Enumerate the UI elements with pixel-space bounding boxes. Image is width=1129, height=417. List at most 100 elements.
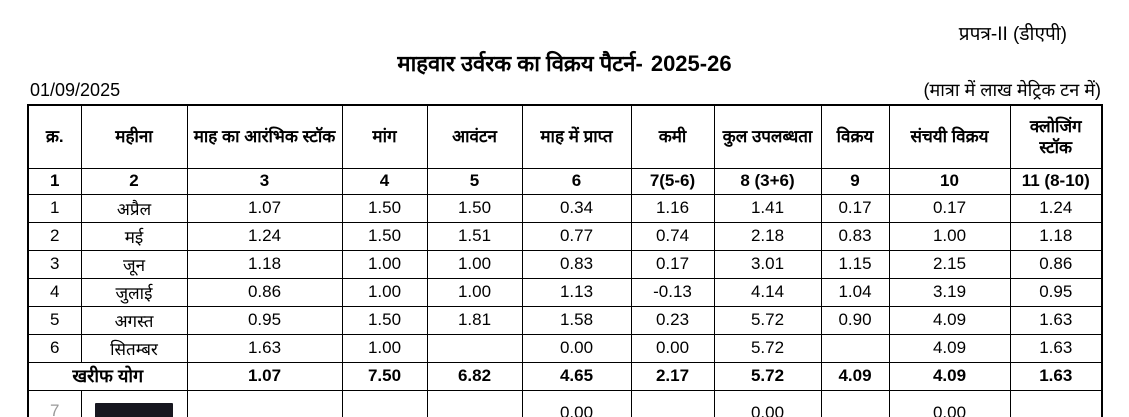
- table-cell: 1.00: [426, 277, 523, 307]
- table-cell: 3.01: [713, 249, 822, 279]
- kharif-total-cell: 7.50: [341, 361, 428, 391]
- table-cell: 2.15: [888, 249, 1011, 279]
- column-number-row: 1 2 3 4 5 6 7(5-6) 8 (3+6) 9 10 11 (8-10): [27, 167, 1103, 195]
- table-cell: सितम्बर: [80, 333, 188, 363]
- report-date: 01/09/2025: [30, 80, 121, 100]
- table-cell: 1.18: [1009, 221, 1103, 251]
- kharif-total-cell: 1.07: [186, 361, 343, 391]
- table-cell: मई: [80, 221, 188, 251]
- table-cell: 1.00: [341, 333, 428, 363]
- column-header: माह का आरंभिक स्टॉक: [186, 104, 343, 169]
- table-cell: -0.13: [630, 277, 715, 307]
- table-cell: 4: [27, 277, 82, 307]
- table-cell: 1: [27, 193, 82, 223]
- column-header: संचयी विक्रय: [888, 104, 1011, 169]
- partial-row-cell: 0.00: [521, 389, 632, 417]
- table-cell: 4.09: [888, 333, 1011, 363]
- table-cell: 0.74: [630, 221, 715, 251]
- column-number: 2: [80, 167, 188, 195]
- table-cell: 1.50: [426, 193, 523, 223]
- table-cell: 0.17: [820, 193, 890, 223]
- kharif-total-row: खरीफ योग 1.07 7.50 6.82 4.65 2.17 5.72 4.09 4.09…: [27, 361, 1103, 391]
- kharif-total-cell: 4.09: [888, 361, 1011, 391]
- unit-note: (मात्रा में लाख मेट्रिक टन में): [923, 80, 1101, 100]
- form-label: प्रपत्र-II (डीएपी): [958, 24, 1067, 45]
- table-cell: 1.18: [186, 249, 343, 279]
- table-cell: 1.51: [426, 221, 523, 251]
- table-row: 2 मई 1.24 1.50 1.51 0.77 0.74 2.18 0.83 1.00 1.18: [27, 221, 1103, 251]
- column-number: 11 (8-10): [1009, 167, 1103, 195]
- selection-highlight: [95, 403, 173, 417]
- column-header: मांग: [341, 104, 428, 169]
- kharif-total-cell: 1.63: [1009, 361, 1103, 391]
- table-cell: [820, 333, 890, 363]
- partial-row-cell: 0.00: [713, 389, 822, 417]
- table-row: 1 अप्रैल 1.07 1.50 1.50 0.34 1.16 1.41 0.17 0.17 1…: [27, 193, 1103, 223]
- table-cell: 4.14: [713, 277, 822, 307]
- table-cell: 1.04: [820, 277, 890, 307]
- table-cell: 5: [27, 305, 82, 335]
- partial-row-cell: [186, 389, 343, 417]
- table-cell: 1.63: [1009, 333, 1103, 363]
- column-number: 6: [521, 167, 632, 195]
- kharif-total-cell: 4.09: [820, 361, 890, 391]
- table-cell: 0.17: [888, 193, 1011, 223]
- sales-pattern-table: क्र. महीना माह का आरंभिक स्टॉक मांग आवंटन माह…: [27, 104, 1103, 417]
- table-cell: 6: [27, 333, 82, 363]
- kharif-total-cell: 6.82: [426, 361, 523, 391]
- column-header: कुल उपलब्धता: [713, 104, 822, 169]
- table-body: 1 अप्रैल 1.07 1.50 1.50 0.34 1.16 1.41 0.17 0.17 1…: [27, 193, 1103, 417]
- table-cell: 5.72: [713, 305, 822, 335]
- table-cell: 1.63: [186, 333, 343, 363]
- column-header: महीना: [80, 104, 188, 169]
- kharif-total-cell: 2.17: [630, 361, 715, 391]
- header-row: क्र. महीना माह का आरंभिक स्टॉक मांग आवंटन माह…: [27, 104, 1103, 169]
- table-cell: 0.23: [630, 305, 715, 335]
- column-header: कमी: [630, 104, 715, 169]
- table-cell: 1.15: [820, 249, 890, 279]
- table-cell: 3: [27, 249, 82, 279]
- column-number: 10: [888, 167, 1011, 195]
- table-cell: 2: [27, 221, 82, 251]
- partial-row-cell: 0.00: [888, 389, 1011, 417]
- column-header: आवंटन: [426, 104, 523, 169]
- table-cell: 1.00: [341, 249, 428, 279]
- page-title-year: 2025-26: [650, 51, 732, 76]
- table-cell: जुलाई: [80, 277, 188, 307]
- column-number: 9: [820, 167, 890, 195]
- table-cell: 0.77: [521, 221, 632, 251]
- partial-row-cell: [426, 389, 523, 417]
- column-number: 8 (3+6): [713, 167, 822, 195]
- column-header: क्र.: [27, 104, 82, 169]
- table-cell: 1.63: [1009, 305, 1103, 335]
- table-cell: 0.90: [820, 305, 890, 335]
- table-cell: 0.34: [521, 193, 632, 223]
- table-cell: 0.83: [820, 221, 890, 251]
- table-cell: 1.16: [630, 193, 715, 223]
- table-header: क्र. महीना माह का आरंभिक स्टॉक मांग आवंटन माह…: [27, 104, 1103, 195]
- table-row: 5 अगस्त 0.95 1.50 1.81 1.58 0.23 5.72 0.90 4.09 1.…: [27, 305, 1103, 335]
- table-cell: 0.86: [186, 277, 343, 307]
- table-cell: 1.81: [426, 305, 523, 335]
- partial-row-cell: [341, 389, 428, 417]
- partial-row-cell: [820, 389, 890, 417]
- table-cell: 1.50: [341, 305, 428, 335]
- partial-row-cell: [1009, 389, 1103, 417]
- table-row: 3 जून 1.18 1.00 1.00 0.83 0.17 3.01 1.15 2.15 0.86: [27, 249, 1103, 279]
- table-cell: 5.72: [713, 333, 822, 363]
- column-header: माह में प्राप्त: [521, 104, 632, 169]
- table-cell: 1.00: [426, 249, 523, 279]
- table-cell: 0.00: [521, 333, 632, 363]
- table-cell: 2.18: [713, 221, 822, 251]
- column-number: 7(5-6): [630, 167, 715, 195]
- column-header: क्लोजिंग स्टॉक: [1009, 104, 1103, 169]
- table-cell: 0.17: [630, 249, 715, 279]
- table-cell: 1.58: [521, 305, 632, 335]
- table-cell: 1.24: [186, 221, 343, 251]
- column-number: 3: [186, 167, 343, 195]
- partial-row-serial: 7: [27, 389, 82, 417]
- kharif-total-cell: 5.72: [713, 361, 822, 391]
- table-row: 4 जुलाई 0.86 1.00 1.00 1.13 -0.13 4.14 1.04 3.19 0…: [27, 277, 1103, 307]
- page-title-text: माहवार उर्वरक का विक्रय पैटर्न-: [397, 51, 643, 76]
